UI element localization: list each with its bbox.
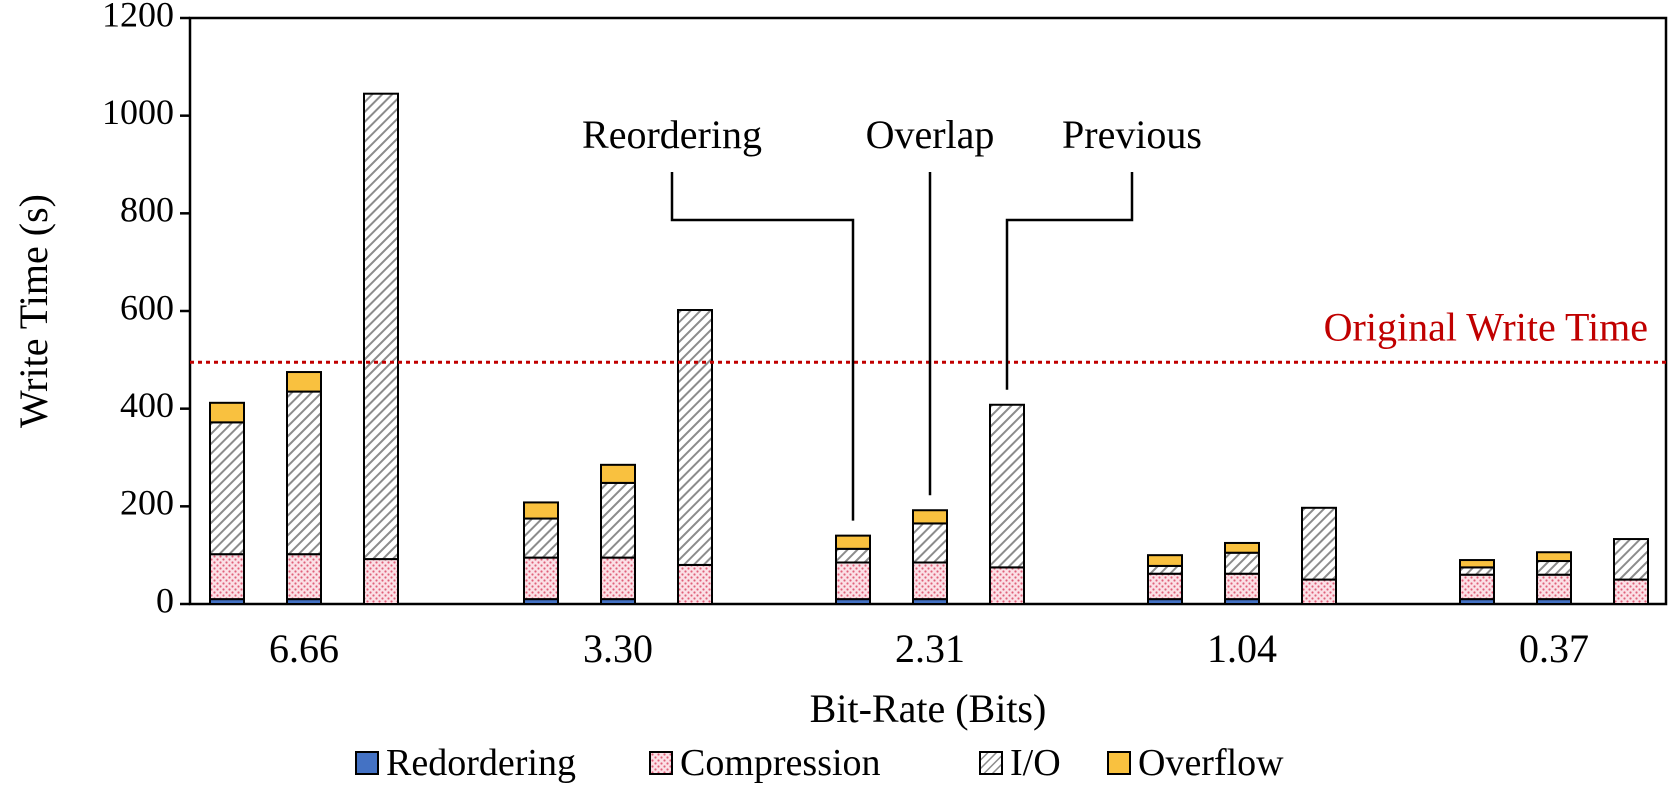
y-tick-label: 1000 (102, 92, 174, 132)
bar-segment-overflow-0-37-reordering (1459, 559, 1495, 569)
bar-segment-overflow-0-37-overlap (1536, 551, 1572, 563)
y-tick-label: 0 (156, 580, 174, 620)
bar-segment-compression-0-37-previous (1613, 578, 1649, 605)
bar-segment-overflow-6-66-reordering (209, 401, 245, 424)
bar-segment-i-o-0-37-overlap (1536, 560, 1572, 576)
y-tick-label: 800 (120, 190, 174, 230)
bar-segment-compression-6-66-overlap (286, 553, 322, 601)
bar-segment-i-o-2-31-overlap (912, 522, 948, 564)
bar-segment-i-o-6-66-previous (363, 92, 399, 561)
legend-label-overflow: Overflow (1138, 742, 1284, 784)
bar-segment-overflow-2-31-reordering (835, 534, 871, 550)
bar-segment-overflow-1-04-reordering (1147, 554, 1183, 567)
callout-label-overlap: Overlap (866, 112, 995, 157)
bar-segment-overflow-6-66-overlap (286, 371, 322, 393)
x-category-label: 2.31 (895, 626, 965, 671)
y-tick-label: 600 (120, 287, 174, 327)
bar-segment-overflow-3-30-reordering (523, 501, 559, 520)
bar-segment-overflow-2-31-overlap (912, 509, 948, 525)
bars (209, 92, 1649, 606)
y-tick-label: 200 (120, 483, 174, 523)
bar-segment-compression-3-30-reordering (523, 556, 559, 601)
bar-segment-i-o-1-04-previous (1301, 506, 1337, 581)
y-tick-label: 400 (120, 385, 174, 425)
reference-line-label: Original Write Time (1324, 304, 1648, 349)
bar-segment-compression-2-31-previous (989, 566, 1025, 605)
bar-segment-i-o-6-66-overlap (286, 390, 322, 556)
callout-label-reordering: Reordering (582, 112, 762, 157)
bar-segment-compression-2-31-overlap (912, 561, 948, 601)
legend-label-redordering: Redordering (386, 742, 576, 784)
bar-segment-compression-1-04-reordering (1147, 572, 1183, 601)
legend-label-compression: Compression (680, 742, 881, 784)
legend-swatch-compression (649, 751, 673, 775)
x-category-label: 6.66 (269, 626, 339, 671)
bar-segment-i-o-3-30-overlap (600, 481, 636, 559)
bar-segment-compression-0-37-overlap (1536, 573, 1572, 601)
callout-leader-previous (1005, 172, 1134, 390)
reference-line-group: Original Write Time (190, 304, 1666, 364)
bar-segment-i-o-3-30-reordering (523, 517, 559, 559)
bar-segment-i-o-3-30-previous (677, 309, 713, 566)
bar-segment-overflow-1-04-overlap (1224, 541, 1260, 554)
bar-segment-compression-1-04-previous (1301, 578, 1337, 605)
bar-segment-compression-1-04-overlap (1224, 572, 1260, 601)
x-category-label: 0.37 (1519, 626, 1589, 671)
x-axis-labels: 6.66 3.30 2.31 1.04 0.37 (269, 626, 1589, 671)
bar-segment-i-o-2-31-reordering (835, 547, 871, 564)
bar-segment-compression-6-66-reordering (209, 553, 245, 601)
callout-leader-reordering (670, 172, 855, 521)
bar-segment-compression-3-30-previous (677, 563, 713, 606)
legend-swatch-i-o (979, 751, 1003, 775)
bar-segment-i-o-2-31-previous (989, 403, 1025, 569)
callouts: Reordering Overlap Previous (582, 112, 1202, 521)
x-category-label: 3.30 (583, 626, 653, 671)
x-axis-title: Bit-Rate (Bits) (810, 686, 1047, 731)
callout-label-previous: Previous (1062, 112, 1202, 157)
bar-segment-i-o-1-04-reordering (1147, 564, 1183, 575)
bar-segment-i-o-1-04-overlap (1224, 551, 1260, 575)
bar-segment-i-o-0-37-reordering (1459, 566, 1495, 576)
bar-segment-compression-6-66-previous (363, 558, 399, 605)
bar-segment-compression-3-30-overlap (600, 556, 636, 601)
y-tick-label: 1200 (102, 0, 174, 34)
legend: Redordering Compression I/O Overflow (355, 742, 1284, 784)
legend-label-i-o: I/O (1010, 742, 1061, 784)
bar-segment-i-o-0-37-previous (1613, 538, 1649, 581)
bar-segment-compression-2-31-reordering (835, 561, 871, 601)
legend-swatch-overflow (1107, 751, 1131, 775)
bar-segment-overflow-3-30-overlap (600, 463, 636, 484)
bar-segment-i-o-6-66-reordering (209, 421, 245, 556)
legend-swatch-redordering (355, 751, 379, 775)
x-category-label: 1.04 (1207, 626, 1277, 671)
y-axis-title: Write Time (s) (11, 194, 56, 428)
y-axis: 0 200 400 600 800 1000 1200 (102, 0, 190, 620)
bar-segment-compression-0-37-reordering (1459, 573, 1495, 601)
